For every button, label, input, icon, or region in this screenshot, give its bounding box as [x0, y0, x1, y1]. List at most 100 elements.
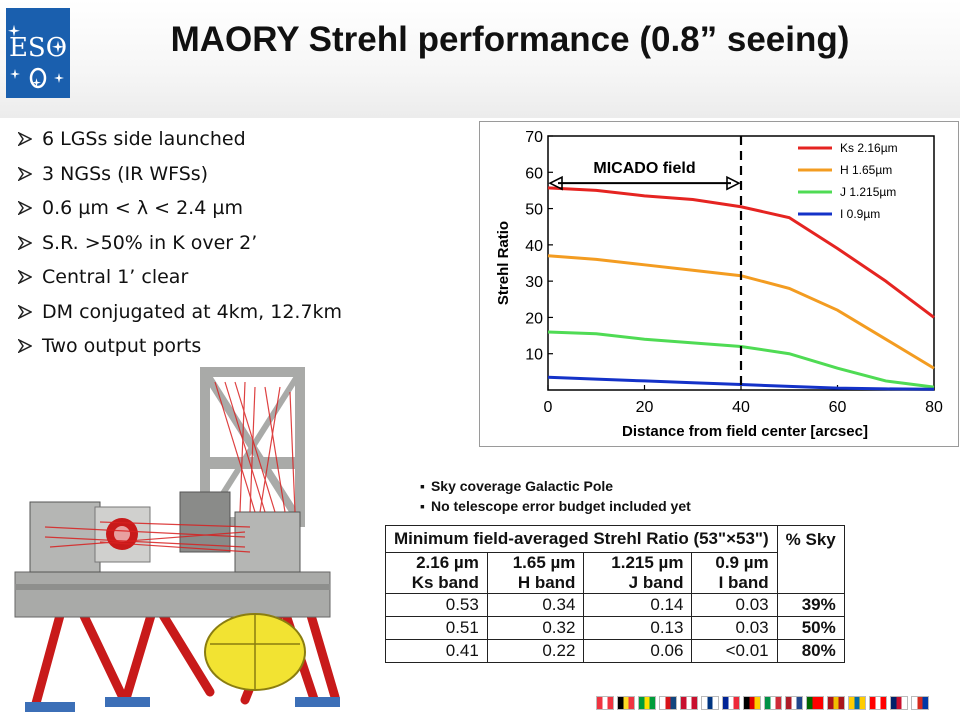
chart-legend: Ks 2.16µm H 1.65µm J 1.215µm I 0.9µm [798, 141, 898, 221]
strehl-cell: 0.13 [583, 616, 693, 640]
bullet-item: DM conjugated at 4km, 12.7km [18, 295, 342, 330]
sky-cell: 50% [776, 616, 845, 640]
strehl-cell: 0.34 [486, 593, 585, 617]
band-header-cell: 0.9 µm I band [691, 552, 778, 594]
flag-icon [617, 696, 635, 710]
bullet-text: Two output ports [42, 335, 202, 357]
bullet-item: 6 LGSs side launched [18, 122, 342, 157]
bullet-text: 6 LGSs side launched [42, 128, 246, 150]
band-wavelength: 1.65 µm [512, 553, 576, 572]
bullet-text: 3 NGSs (IR WFSs) [42, 162, 209, 185]
strehl-cell: 0.03 [691, 593, 778, 617]
strehl-chart: 0 20 40 60 80 10 20 30 40 50 60 70 Distance from fie… [495, 129, 943, 440]
bullet-item: Central 1’ clear [18, 260, 342, 295]
series-line [547, 186, 935, 319]
maory-instrument-drawing [5, 362, 355, 720]
flag-icon [764, 696, 782, 710]
band-name: H band [517, 573, 576, 592]
flag-icon [638, 696, 656, 710]
flag-icon [827, 696, 845, 710]
flag-icon [659, 696, 677, 710]
strehl-cell: 0.06 [583, 639, 693, 663]
x-tick-label: 40 [732, 399, 750, 416]
bullet-text: DM conjugated at 4km, 12.7km [42, 300, 343, 323]
x-axis-label: Distance from field center [arcsec] [622, 423, 868, 440]
left-optics-box [29, 501, 101, 573]
flag-icon [848, 696, 866, 710]
bullet-item: S.R. >50% in K over 2’ [18, 226, 342, 261]
bullet-list: 6 LGSs side launched 3 NGSs (IR WFSs) 0.6 … [18, 122, 342, 364]
micado-arrow [548, 175, 741, 191]
note-item: No telescope error budget included yet [420, 496, 691, 516]
strehl-cell: 0.41 [385, 639, 488, 663]
legend-label: J 1.215µm [840, 185, 896, 199]
y-tick-label: 20 [525, 310, 543, 327]
flag-icon [743, 696, 761, 710]
bench-platform [14, 571, 331, 618]
arrow-bullet-icon [18, 339, 32, 354]
y-tick-label: 40 [525, 238, 543, 255]
beam-paths [44, 381, 296, 553]
x-tick-label: 20 [636, 399, 654, 416]
flag-icon [806, 696, 824, 710]
sky-header: % Sky [776, 525, 845, 594]
table-title: Minimum field-averaged Strehl Ratio (53"… [385, 525, 778, 553]
y-tick-label: 60 [525, 165, 543, 182]
strehl-chart-frame: 0 20 40 60 80 10 20 30 40 50 60 70 Distance from fie… [479, 121, 959, 447]
arrow-bullet-icon [18, 304, 32, 319]
arrow-bullet-icon [18, 132, 32, 147]
legend-label: I 0.9µm [840, 207, 880, 221]
band-wavelength: 2.16 µm [416, 553, 479, 572]
eso-logo: ESO [6, 8, 70, 98]
flag-icon [785, 696, 803, 710]
y-tick-label: 70 [525, 129, 543, 146]
right-optics-box [234, 511, 301, 573]
strehl-cell: 0.22 [486, 639, 585, 663]
strehl-cell: 0.32 [486, 616, 585, 640]
x-tick-label: 80 [925, 399, 943, 416]
arrow-bullet-icon [18, 201, 32, 216]
bullet-text: S.R. >50% in K over 2’ [42, 231, 258, 254]
band-header-cell: 1.215 µm J band [583, 552, 693, 594]
y-tick-label: 50 [525, 202, 543, 219]
band-header-cell: 1.65 µm H band [486, 552, 585, 594]
flag-icon [890, 696, 908, 710]
arrow-bullet-icon [18, 166, 32, 181]
sky-cell: 39% [776, 593, 845, 617]
flag-icon [596, 696, 614, 710]
y-axis-label: Strehl Ratio [495, 221, 512, 305]
table-row: 0.51 0.32 0.13 0.03 50% [385, 616, 845, 640]
notes-list: Sky coverage Galactic PoleNo telescope e… [420, 476, 691, 516]
band-name: Ks band [411, 573, 479, 592]
header-band: ESO MAORY Strehl performance (0.8” seein… [0, 0, 960, 118]
sky-cell: 80% [776, 639, 845, 663]
strehl-cell: 0.53 [385, 593, 488, 617]
flag-icon [701, 696, 719, 710]
flag-icon [869, 696, 887, 710]
band-header-row: 2.16 µm Ks band 1.65 µm H band 1.215 µm J ban… [385, 552, 845, 594]
x-tick-label: 0 [544, 399, 553, 416]
flag-icon [722, 696, 740, 710]
band-name: J band [628, 573, 684, 592]
bullet-item: 3 NGSs (IR WFSs) [18, 157, 342, 192]
strehl-table: Minimum field-averaged Strehl Ratio (53"… [385, 525, 845, 663]
x-tick-label: 60 [829, 399, 847, 416]
micado-field-label: MICADO field [593, 160, 695, 177]
band-header-cell: 2.16 µm Ks band [385, 552, 488, 594]
strehl-cell: 0.14 [583, 593, 693, 617]
table-row: 0.41 0.22 0.06 <0.01 80% [385, 639, 845, 663]
flag-icon [680, 696, 698, 710]
y-tick-label: 10 [525, 347, 543, 364]
y-tick-label: 30 [525, 274, 543, 291]
table-row: 0.53 0.34 0.14 0.03 39% [385, 593, 845, 617]
flag-icon [911, 696, 929, 710]
slide-title: MAORY Strehl performance (0.8” seeing) [170, 20, 850, 59]
arrow-bullet-icon [18, 270, 32, 285]
strehl-cell: 0.51 [385, 616, 488, 640]
bullet-text: Central 1’ clear [42, 266, 189, 288]
band-wavelength: 1.215 µm [611, 553, 684, 572]
band-wavelength: 0.9 µm [715, 553, 769, 572]
arrow-bullet-icon [18, 235, 32, 250]
legend-label: Ks 2.16µm [840, 141, 898, 155]
bullet-item: Two output ports [18, 329, 342, 364]
